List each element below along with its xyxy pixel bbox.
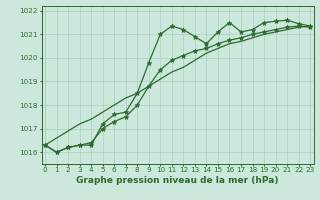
X-axis label: Graphe pression niveau de la mer (hPa): Graphe pression niveau de la mer (hPa) [76, 176, 279, 185]
